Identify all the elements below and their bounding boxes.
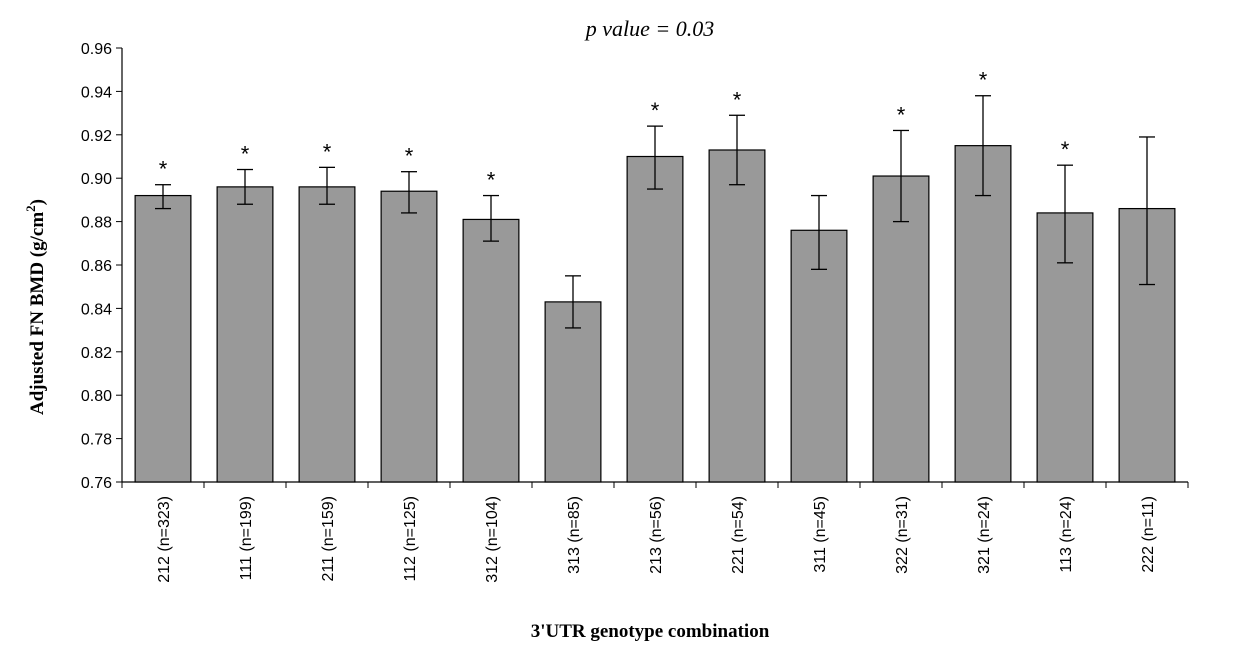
x-tick-label: 113 (n=24) <box>1058 496 1075 573</box>
y-tick-label: 0.80 <box>81 388 112 405</box>
y-tick-label: 0.88 <box>81 215 112 232</box>
x-tick-label: 211 (n=159) <box>320 496 337 582</box>
x-tick-label: 221 (n=54) <box>730 496 747 574</box>
significance-marker: * <box>241 142 250 167</box>
y-axis-title-superscript: 2 <box>23 205 38 212</box>
y-axis-title-text: Adjusted FN BMD (g/cm <box>27 212 48 415</box>
bar <box>298 186 356 483</box>
x-tick-label: 212 (n=323) <box>156 496 173 583</box>
x-tick-label: 312 (n=104) <box>484 496 501 583</box>
bar <box>790 229 848 483</box>
y-tick-label: 0.90 <box>81 171 112 188</box>
x-axis-title: 3'UTR genotype combination <box>531 621 770 642</box>
y-tick-label: 0.86 <box>81 258 112 275</box>
x-tick-label: 112 (n=125) <box>402 496 419 582</box>
y-tick-label: 0.92 <box>81 128 112 145</box>
y-tick-label: 0.82 <box>81 345 112 362</box>
bar <box>626 155 684 483</box>
svg-text:Adjusted FN BMD (g/cm2): Adjusted FN BMD (g/cm2) <box>23 199 48 415</box>
x-tick-label: 322 (n=31) <box>894 496 911 574</box>
significance-marker: * <box>651 98 660 123</box>
significance-marker: * <box>323 139 332 164</box>
y-tick-label: 0.84 <box>81 301 112 318</box>
bar <box>462 218 520 483</box>
y-tick-label: 0.78 <box>81 432 112 449</box>
chart-title: p value = 0.03 <box>584 16 715 41</box>
bar <box>708 149 766 483</box>
y-tick-label: 0.96 <box>81 41 112 58</box>
bar <box>134 194 192 483</box>
significance-marker: * <box>1061 137 1070 162</box>
bar <box>216 186 274 483</box>
x-tick-label: 321 (n=24) <box>976 496 993 574</box>
significance-marker: * <box>405 144 414 169</box>
y-tick-label: 0.94 <box>81 84 112 101</box>
x-tick-label: 313 (n=85) <box>566 496 583 574</box>
plot-area: 0.76 0.78 0.80 0.82 0.84 0.86 0.88 0.90 0.92 0.94… <box>81 41 1189 583</box>
significance-marker: * <box>733 87 742 112</box>
significance-marker: * <box>979 68 988 93</box>
bar <box>380 190 438 483</box>
y-axis-title-end: ) <box>27 199 48 205</box>
y-axis-title: Adjusted FN BMD (g/cm2) <box>23 199 48 415</box>
bar <box>544 301 602 483</box>
x-tick-label: 213 (n=56) <box>648 496 665 574</box>
x-tick-label: 222 (n=11) <box>1140 496 1157 573</box>
x-tick-label: 111 (n=199) <box>238 496 255 580</box>
x-tick-label: 311 (n=45) <box>812 496 829 573</box>
y-tick-label: 0.76 <box>81 475 112 492</box>
significance-marker: * <box>487 168 496 193</box>
significance-marker: * <box>897 102 906 127</box>
significance-marker: * <box>159 157 168 182</box>
bar <box>872 175 930 483</box>
bar <box>954 145 1012 483</box>
